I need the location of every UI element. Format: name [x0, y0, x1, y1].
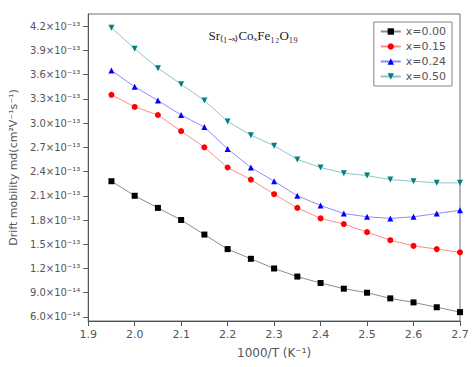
svg-text:x=0.24: x=0.24	[406, 55, 446, 68]
svg-text:1000/T (K⁻¹): 1000/T (K⁻¹)	[237, 346, 311, 360]
svg-text:2.7×10⁻¹³: 2.7×10⁻¹³	[30, 142, 80, 153]
svg-text:2.7: 2.7	[451, 328, 469, 341]
svg-text:2.5: 2.5	[358, 328, 376, 341]
svg-text:3.6×10⁻¹³: 3.6×10⁻¹³	[30, 69, 80, 80]
svg-text:Sr₍₁₋ₓ₎CoₓFe₁₂O₁₉: Sr₍₁₋ₓ₎CoₓFe₁₂O₁₉	[209, 28, 298, 43]
svg-text:2.4: 2.4	[312, 328, 330, 341]
svg-text:6.0×10⁻¹⁴: 6.0×10⁻¹⁴	[30, 311, 80, 322]
svg-text:2.6: 2.6	[405, 328, 423, 341]
svg-text:1.8×10⁻¹³: 1.8×10⁻¹³	[30, 215, 80, 226]
svg-text:1.5×10⁻¹³: 1.5×10⁻¹³	[30, 239, 80, 250]
svg-text:2.4×10⁻¹³: 2.4×10⁻¹³	[30, 166, 80, 177]
svg-text:3.3×10⁻¹³: 3.3×10⁻¹³	[30, 93, 80, 104]
svg-text:x=0.00: x=0.00	[406, 25, 446, 38]
svg-text:2.1: 2.1	[172, 328, 190, 341]
svg-text:x=0.50: x=0.50	[406, 70, 446, 83]
svg-text:2.1×10⁻¹³: 2.1×10⁻¹³	[30, 190, 80, 201]
svg-text:1.2×10⁻¹³: 1.2×10⁻¹³	[30, 263, 80, 274]
svg-text:1.9: 1.9	[79, 328, 97, 341]
svg-text:2.2: 2.2	[219, 328, 237, 341]
svg-text:3.9×10⁻¹³: 3.9×10⁻¹³	[30, 45, 80, 56]
svg-text:Drift mobility md(cm²V⁻¹s⁻¹): Drift mobility md(cm²V⁻¹s⁻¹)	[7, 89, 20, 246]
svg-text:9.0×10⁻¹⁴: 9.0×10⁻¹⁴	[30, 287, 80, 298]
svg-text:2.0: 2.0	[126, 328, 144, 341]
svg-text:2.3: 2.3	[265, 328, 283, 341]
svg-text:4.2×10⁻¹³: 4.2×10⁻¹³	[30, 21, 80, 32]
svg-text:3.0×10⁻¹³: 3.0×10⁻¹³	[30, 118, 80, 129]
svg-text:x=0.15: x=0.15	[406, 40, 446, 53]
